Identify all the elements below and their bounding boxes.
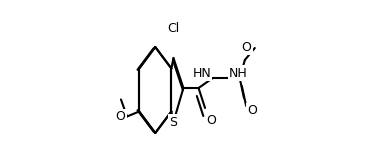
Text: Cl: Cl: [167, 22, 180, 35]
Text: HN: HN: [192, 67, 211, 80]
Text: NH: NH: [229, 67, 248, 80]
Text: O: O: [116, 110, 125, 123]
Text: S: S: [170, 115, 177, 128]
Text: O: O: [247, 104, 257, 117]
Text: O: O: [241, 41, 251, 54]
Text: O: O: [207, 114, 217, 128]
